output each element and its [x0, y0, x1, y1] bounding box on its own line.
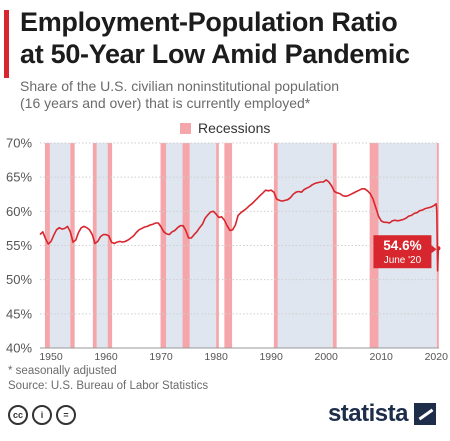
x-tick-label-1970: 1970: [149, 351, 173, 363]
attribution-icon[interactable]: i: [32, 405, 52, 425]
x-tick-label-1990: 1990: [259, 351, 283, 363]
statista-logo[interactable]: statista: [328, 400, 436, 428]
statista-logo-icon: [414, 403, 436, 425]
brand-name: statista: [327, 400, 409, 427]
series-line-employment-ratio: [39, 179, 440, 272]
legend-swatch-recessions: [180, 122, 191, 134]
x-tick-label-1960: 1960: [94, 351, 118, 363]
chart-title: Employment-Population Ratio at 50-Year L…: [20, 6, 445, 70]
chart-subtitle: Share of the U.S. civilian noninstitutio…: [20, 78, 440, 112]
recession-band-6: [216, 143, 219, 348]
x-tick-label-1950: 1950: [39, 351, 63, 363]
legend: Recessions: [180, 119, 270, 137]
period-band-1: [96, 143, 108, 348]
y-tick-label-60: 60%: [6, 204, 32, 219]
title-accent-bar: [4, 10, 9, 78]
footnote-source: Source: U.S. Bureau of Labor Statistics: [8, 380, 209, 392]
recession-band-2: [92, 143, 97, 348]
last-data-point: [436, 246, 441, 251]
line-chart: 40% 45% 50% 55% 60% 65% 70% 1950 1960 1970 1980 199…: [6, 136, 449, 364]
x-tick-label-2010: 2010: [370, 351, 394, 363]
y-tick-label-50: 50%: [6, 272, 32, 287]
title-line-2: at 50-Year Low Amid Pandemic: [20, 39, 410, 69]
x-tick-label-1980: 1980: [204, 351, 228, 363]
no-derivatives-icon[interactable]: =: [56, 405, 76, 425]
y-tick-label-70: 70%: [6, 136, 32, 151]
recession-band-3: [107, 143, 113, 348]
annotation-value: 54.6%: [383, 238, 421, 253]
recession-band-5: [182, 143, 190, 348]
recession-band-7: [224, 143, 233, 348]
period-band-0: [49, 143, 71, 348]
y-tick-label-40: 40%: [6, 341, 32, 356]
subtitle-line-1: Share of the U.S. civilian noninstitutio…: [20, 78, 340, 94]
annotation-date: June '20: [384, 255, 422, 266]
creative-commons-icon[interactable]: cc: [8, 405, 28, 425]
license-icons: cc i =: [8, 405, 76, 425]
legend-label-recessions: Recessions: [198, 120, 271, 136]
annotation-box: [373, 235, 432, 269]
y-tick-label-65: 65%: [6, 170, 32, 185]
y-tick-label-55: 55%: [6, 238, 32, 253]
footnote: * seasonally adjusted Source: U.S. Burea…: [8, 364, 208, 394]
x-tick-label-2020: 2020: [425, 351, 449, 363]
subtitle-line-2: (16 years and over) that is currently em…: [20, 95, 311, 111]
footnote-seasonal: * seasonally adjusted: [8, 365, 117, 377]
x-tick-label-2000: 2000: [314, 351, 338, 363]
y-tick-label-45: 45%: [6, 306, 32, 321]
title-line-1: Employment-Population Ratio: [20, 7, 398, 37]
annotation-pointer: [431, 245, 437, 254]
